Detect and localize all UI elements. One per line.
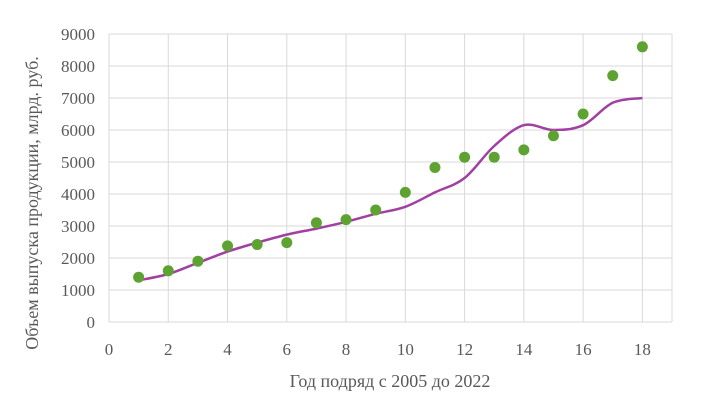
y-tick-label: 2000: [61, 249, 95, 268]
y-tick-label: 9000: [61, 25, 95, 44]
data-point: [370, 204, 382, 216]
x-tick-label: 0: [105, 340, 114, 359]
data-point: [133, 271, 145, 283]
data-point: [488, 151, 500, 163]
y-axis-label: Объем выпуска продукции, млрд. руб.: [22, 56, 42, 349]
y-axis-tick-labels: 0 1000 2000 3000 4000 5000 6000 7000 8000 9000: [61, 25, 95, 332]
x-tick-label: 16: [575, 340, 592, 359]
y-tick-label: 1000: [61, 281, 95, 300]
data-point: [340, 214, 352, 226]
x-tick-label: 18: [634, 340, 651, 359]
scatter-series: [133, 41, 648, 283]
data-point: [459, 151, 471, 163]
data-point: [607, 70, 619, 82]
y-tick-label: 6000: [61, 121, 95, 140]
trend-line: [138, 96, 643, 282]
data-point: [281, 237, 293, 249]
x-axis-label: Год подряд с 2005 до 2022: [290, 371, 491, 391]
data-point: [310, 217, 322, 229]
data-point: [577, 108, 589, 120]
x-tick-label: 2: [164, 340, 173, 359]
data-point: [222, 240, 234, 252]
x-tick-label: 4: [223, 340, 232, 359]
data-point: [162, 265, 174, 277]
data-point: [429, 161, 441, 173]
y-tick-label: 7000: [61, 89, 95, 108]
data-point: [636, 41, 648, 53]
x-axis-tick-labels: 0 2 4 6 8 10 12 14 16 18: [105, 340, 651, 359]
data-point: [547, 130, 559, 142]
trend-line-series: [138, 96, 643, 282]
y-tick-label: 8000: [61, 57, 95, 76]
y-tick-label: 5000: [61, 153, 95, 172]
y-tick-label: 0: [87, 313, 96, 332]
grid: [108, 33, 673, 323]
x-tick-label: 12: [456, 340, 473, 359]
data-point: [192, 255, 204, 267]
x-tick-label: 6: [283, 340, 292, 359]
x-tick-label: 8: [342, 340, 351, 359]
y-tick-label: 3000: [61, 217, 95, 236]
data-point: [399, 186, 411, 198]
data-point: [251, 239, 263, 251]
x-tick-label: 10: [397, 340, 414, 359]
x-tick-label: 14: [515, 340, 533, 359]
y-tick-label: 4000: [61, 185, 95, 204]
data-point: [518, 144, 530, 156]
